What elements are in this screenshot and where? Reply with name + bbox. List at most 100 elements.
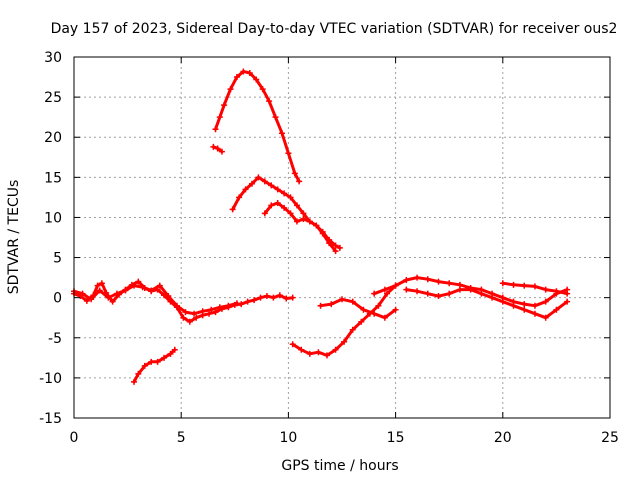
data-point <box>375 302 382 309</box>
data-point <box>392 306 399 313</box>
data-point <box>122 287 129 294</box>
data-point <box>306 350 313 357</box>
data-point <box>446 290 453 297</box>
data-point <box>191 310 198 317</box>
series-baseline-late-2 <box>403 286 571 321</box>
data-point <box>225 302 232 309</box>
data-point <box>424 290 431 297</box>
data-point <box>270 294 277 301</box>
series-baseline-early-2 <box>71 282 240 317</box>
data-point <box>306 218 313 225</box>
y-tick-label: 0 <box>53 291 62 307</box>
data-point <box>384 290 391 297</box>
data-point <box>564 290 571 297</box>
data-point <box>381 286 388 293</box>
data-point <box>94 282 101 289</box>
data-point <box>268 202 275 209</box>
data-point <box>553 306 560 313</box>
series-line <box>214 69 301 183</box>
series-line <box>132 348 177 384</box>
data-point <box>336 244 343 251</box>
data-point <box>435 293 442 300</box>
data-point <box>300 216 307 223</box>
data-point <box>131 378 138 385</box>
series-peak-arc <box>212 68 303 185</box>
data-point <box>542 286 549 293</box>
data-point <box>467 286 474 293</box>
data-point <box>542 314 549 321</box>
series-short-segment <box>210 143 225 155</box>
data-point <box>248 180 255 187</box>
data-point <box>212 309 219 316</box>
data-point <box>392 282 399 289</box>
data-point <box>323 352 330 359</box>
y-tick-label: -10 <box>39 371 62 387</box>
data-point <box>261 210 268 217</box>
data-point <box>285 150 292 157</box>
data-point <box>328 301 335 308</box>
x-tick-label: 25 <box>601 430 619 446</box>
data-point <box>521 282 528 289</box>
y-tick-label: 25 <box>44 90 62 106</box>
data-point <box>218 148 225 155</box>
data-point <box>293 218 300 225</box>
data-point <box>98 280 105 287</box>
data-point <box>268 182 275 189</box>
y-tick-label: 5 <box>53 251 62 267</box>
data-point <box>349 298 356 305</box>
data-point <box>255 174 262 181</box>
data-point <box>253 76 260 83</box>
data-point <box>193 314 200 321</box>
data-point <box>206 310 213 317</box>
data-point <box>456 286 463 293</box>
series-baseline-mid <box>317 296 399 321</box>
data-point <box>332 242 339 249</box>
data-point <box>521 301 528 308</box>
data-point <box>381 314 388 321</box>
data-point <box>499 280 506 287</box>
data-point <box>210 143 217 150</box>
data-point <box>244 298 251 305</box>
data-point <box>113 290 120 297</box>
data-point <box>96 287 103 294</box>
y-axis-label: SDTVAR / TECUs <box>6 180 22 295</box>
series-negative-early <box>131 346 178 385</box>
data-point <box>296 178 303 185</box>
data-point <box>298 346 305 353</box>
data-point <box>313 222 320 229</box>
series-baseline-early <box>71 278 296 325</box>
data-point <box>242 186 249 193</box>
data-point <box>531 302 538 309</box>
data-point <box>371 290 378 297</box>
data-point <box>161 354 168 361</box>
data-point <box>135 278 142 285</box>
x-tick-label: 15 <box>387 430 405 446</box>
x-tick-label: 20 <box>494 430 512 446</box>
data-point <box>79 290 86 297</box>
chart-title: Day 157 of 2023, Sidereal Day-to-day VTE… <box>51 21 618 37</box>
data-point <box>403 277 410 284</box>
data-point <box>489 294 496 301</box>
data-point <box>259 86 266 93</box>
data-point <box>281 204 288 211</box>
data-point <box>283 295 290 302</box>
data-point <box>216 114 223 121</box>
x-tick-label: 10 <box>279 430 297 446</box>
data-point <box>156 282 163 289</box>
data-point <box>135 370 142 377</box>
y-tick-label: 20 <box>44 130 62 146</box>
data-point <box>182 309 189 316</box>
data-point <box>257 294 264 301</box>
data-point <box>358 318 365 325</box>
data-point <box>291 170 298 177</box>
data-point <box>173 302 180 309</box>
series-small-arc <box>261 200 343 251</box>
series-baseline-late-3 <box>499 280 571 297</box>
data-point <box>435 278 442 285</box>
data-point <box>414 274 421 281</box>
x-tick-label: 5 <box>177 430 186 446</box>
data-point <box>287 194 294 201</box>
x-axis-label: GPS time / hours <box>281 458 398 474</box>
series-layer <box>71 68 571 385</box>
data-point <box>289 341 296 348</box>
